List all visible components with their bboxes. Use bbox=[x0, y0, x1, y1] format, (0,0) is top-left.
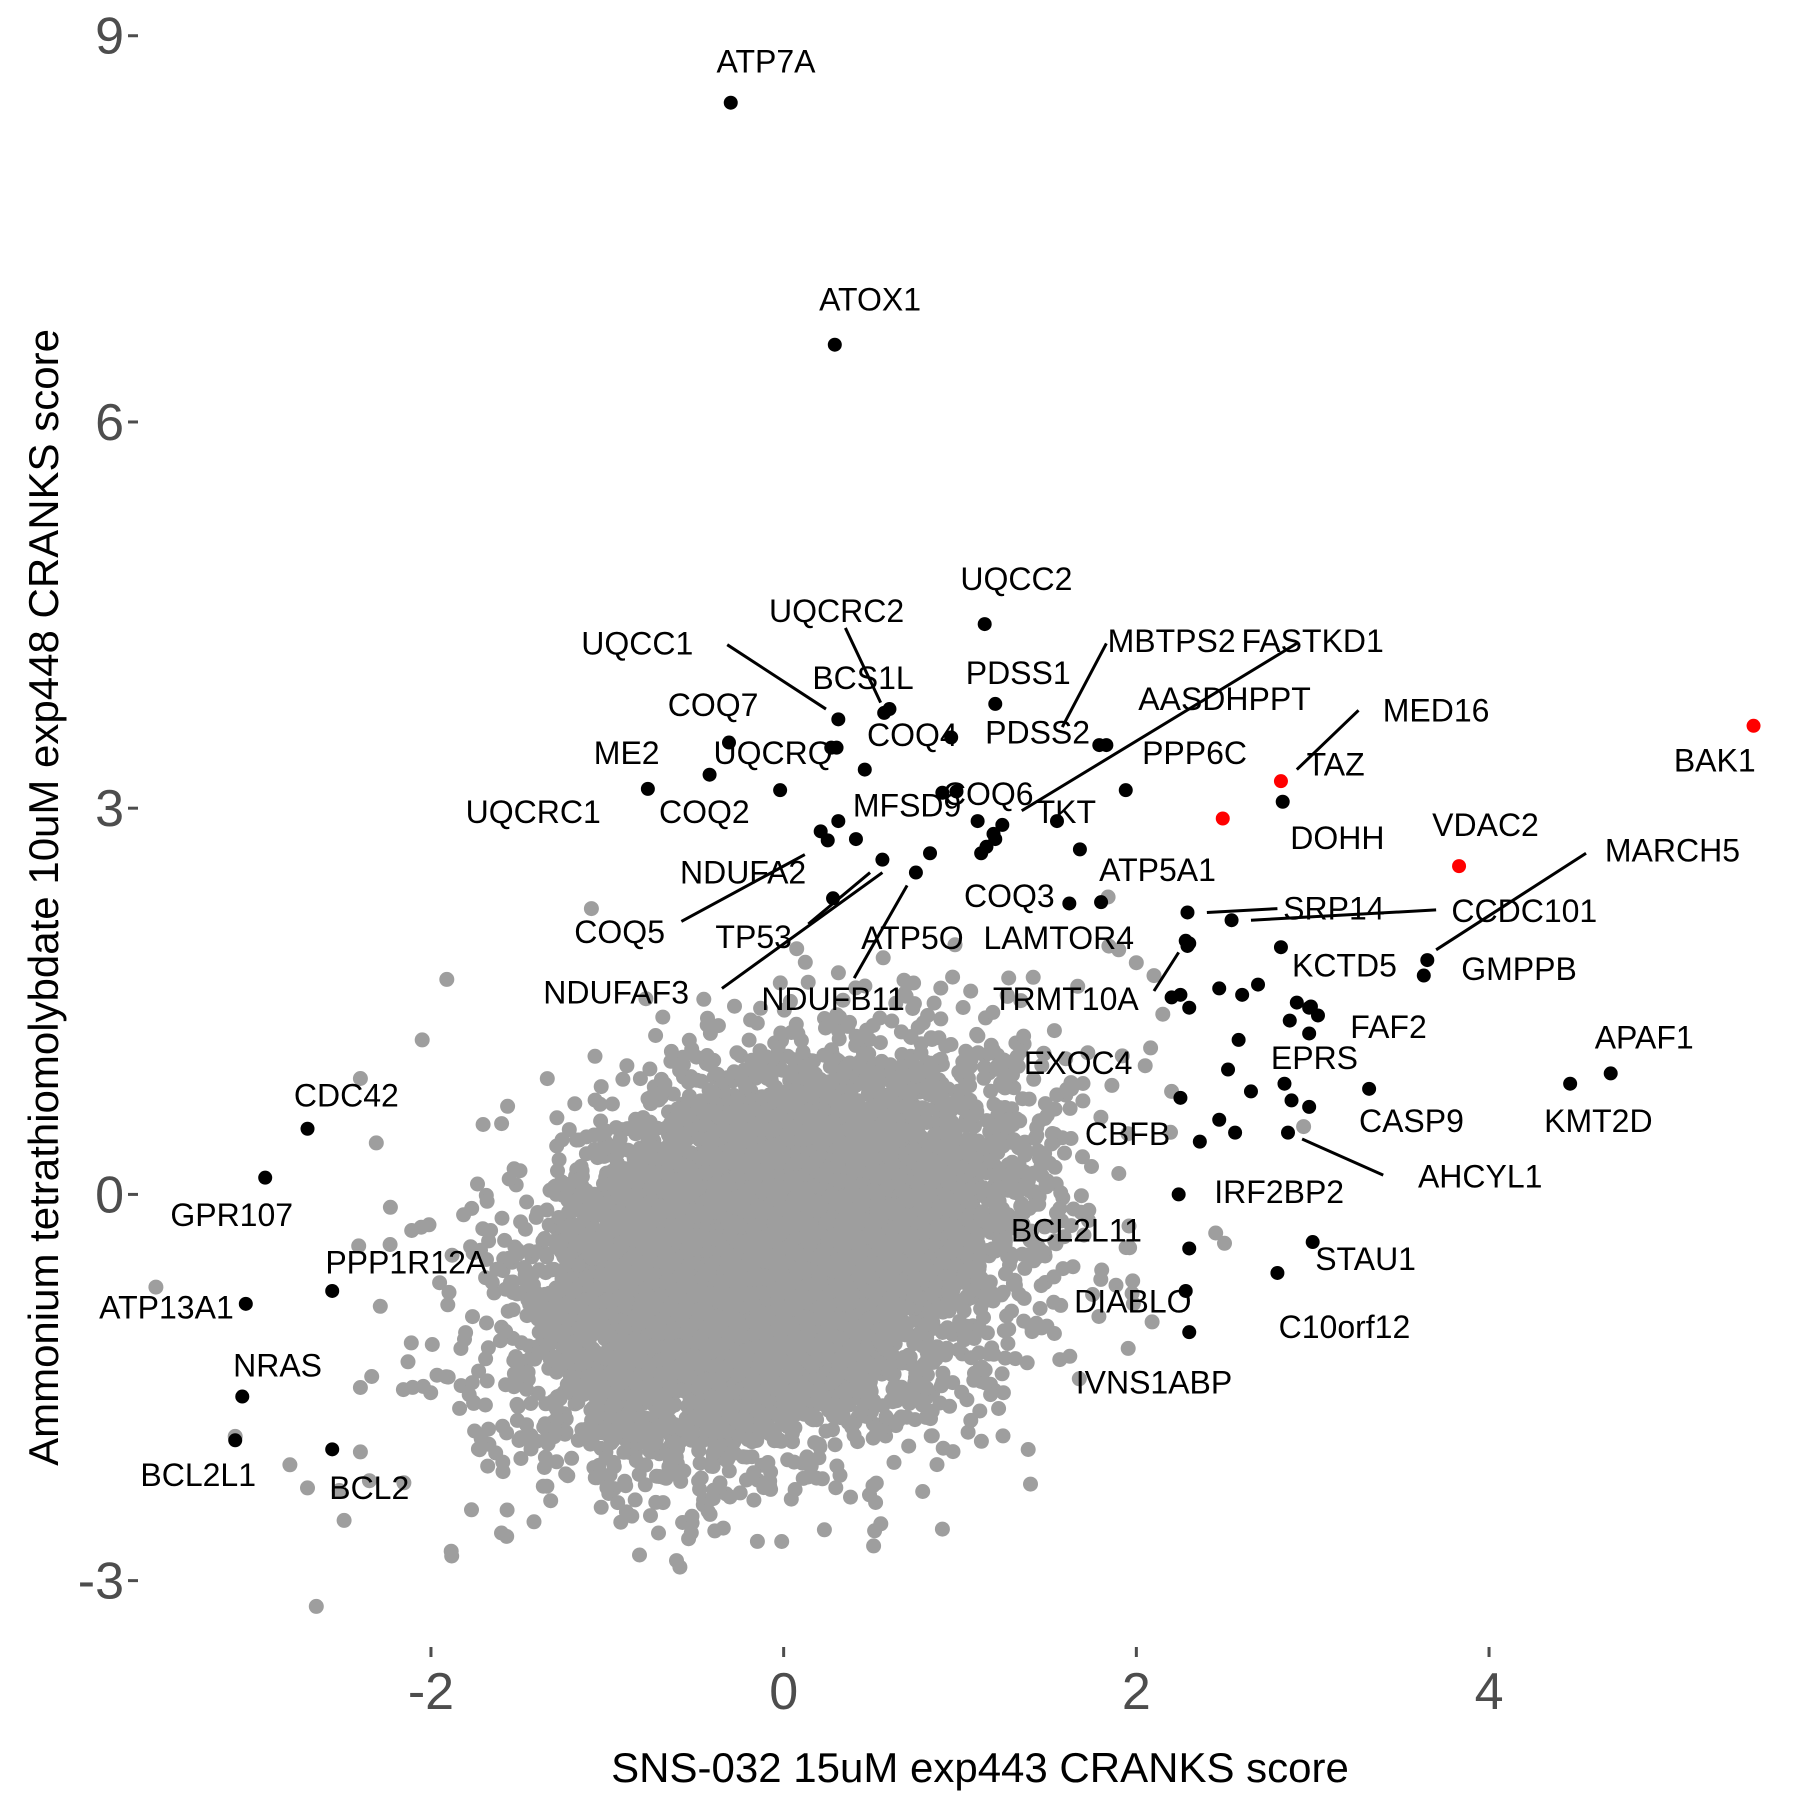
background-point bbox=[499, 1502, 515, 1518]
background-point bbox=[1120, 1126, 1136, 1142]
background-point bbox=[372, 1298, 388, 1314]
background-point bbox=[1071, 1371, 1087, 1387]
background-point bbox=[489, 1261, 505, 1277]
background-point bbox=[926, 995, 942, 1011]
background-point bbox=[1080, 1045, 1096, 1061]
background-point bbox=[933, 1011, 949, 1027]
background-point bbox=[627, 1492, 643, 1508]
background-point bbox=[963, 983, 979, 999]
background-point bbox=[632, 1547, 647, 1563]
background-point bbox=[1121, 1218, 1137, 1234]
background-point bbox=[551, 1152, 567, 1168]
background-point bbox=[970, 1028, 986, 1044]
background-point bbox=[991, 1401, 1007, 1416]
background-point bbox=[1075, 1149, 1090, 1165]
background-point bbox=[632, 1071, 648, 1087]
background-point bbox=[743, 1012, 759, 1028]
background-point bbox=[800, 974, 816, 990]
background-point bbox=[452, 1400, 468, 1416]
background-point bbox=[816, 1522, 832, 1538]
background-point bbox=[746, 1492, 762, 1508]
background-point bbox=[444, 1548, 460, 1564]
background-point bbox=[599, 1480, 615, 1496]
background-point bbox=[1032, 1301, 1048, 1316]
background-point bbox=[1144, 1314, 1160, 1330]
background-point bbox=[829, 1458, 845, 1474]
background-point bbox=[1013, 993, 1029, 1009]
background-point bbox=[519, 1194, 535, 1210]
background-point bbox=[915, 1484, 931, 1499]
background-point bbox=[875, 950, 891, 966]
background-point bbox=[1104, 1077, 1120, 1093]
background-point bbox=[998, 1266, 1013, 1282]
background-point bbox=[475, 1117, 491, 1132]
background-point bbox=[960, 1424, 976, 1440]
background-point bbox=[643, 1508, 658, 1524]
background-point bbox=[512, 1163, 528, 1179]
background-point bbox=[935, 1365, 951, 1381]
background-point bbox=[945, 1375, 961, 1391]
background-point bbox=[945, 1444, 961, 1460]
background-point bbox=[494, 1116, 510, 1132]
background-point bbox=[1001, 970, 1017, 986]
background-point bbox=[1075, 1093, 1091, 1109]
background-point bbox=[985, 1004, 1001, 1020]
background-point bbox=[564, 1450, 580, 1466]
background-point bbox=[497, 1232, 513, 1248]
background-point bbox=[444, 1247, 460, 1263]
background-point bbox=[465, 1309, 480, 1325]
background-point bbox=[642, 1061, 658, 1077]
background-point bbox=[604, 1096, 620, 1112]
background-point bbox=[797, 954, 813, 970]
background-gene-points bbox=[148, 889, 1312, 1614]
background-point bbox=[1017, 1260, 1033, 1276]
background-point bbox=[424, 1337, 440, 1352]
background-point bbox=[924, 1428, 940, 1444]
background-point bbox=[479, 1315, 494, 1331]
background-point bbox=[464, 1200, 480, 1216]
background-point bbox=[901, 1438, 917, 1454]
background-point bbox=[1296, 1119, 1312, 1135]
background-point bbox=[382, 1237, 398, 1252]
background-point bbox=[1007, 1277, 1023, 1293]
background-point bbox=[587, 1048, 603, 1064]
background-point bbox=[994, 1366, 1010, 1382]
background-point bbox=[756, 1480, 772, 1496]
background-point bbox=[669, 1553, 684, 1569]
background-point bbox=[831, 1031, 847, 1047]
background-point bbox=[835, 992, 851, 1008]
background-point bbox=[494, 1210, 510, 1226]
background-point bbox=[479, 1373, 495, 1389]
background-point bbox=[1058, 1051, 1074, 1067]
background-point bbox=[906, 975, 922, 991]
background-point bbox=[361, 1473, 377, 1489]
background-point bbox=[749, 1533, 765, 1549]
background-point bbox=[1143, 1040, 1159, 1056]
background-point bbox=[963, 1412, 979, 1428]
background-point bbox=[976, 1070, 992, 1086]
background-point bbox=[1016, 1028, 1032, 1044]
background-point bbox=[610, 1495, 626, 1511]
background-point bbox=[995, 1385, 1011, 1401]
background-point bbox=[973, 1433, 989, 1449]
background-point bbox=[772, 975, 788, 991]
background-point bbox=[441, 1284, 457, 1300]
background-point bbox=[616, 1444, 632, 1460]
background-point bbox=[1047, 1233, 1063, 1249]
background-point bbox=[1114, 1048, 1130, 1064]
background-point bbox=[1125, 1273, 1141, 1289]
background-point bbox=[619, 1058, 635, 1074]
background-point bbox=[458, 1325, 474, 1341]
background-point bbox=[510, 1399, 526, 1415]
background-point bbox=[945, 969, 961, 985]
background-point bbox=[886, 1454, 902, 1470]
background-point bbox=[470, 1176, 485, 1192]
background-point bbox=[673, 1473, 689, 1489]
background-point bbox=[477, 1397, 493, 1413]
background-point bbox=[873, 1516, 889, 1532]
background-point bbox=[954, 1384, 970, 1400]
